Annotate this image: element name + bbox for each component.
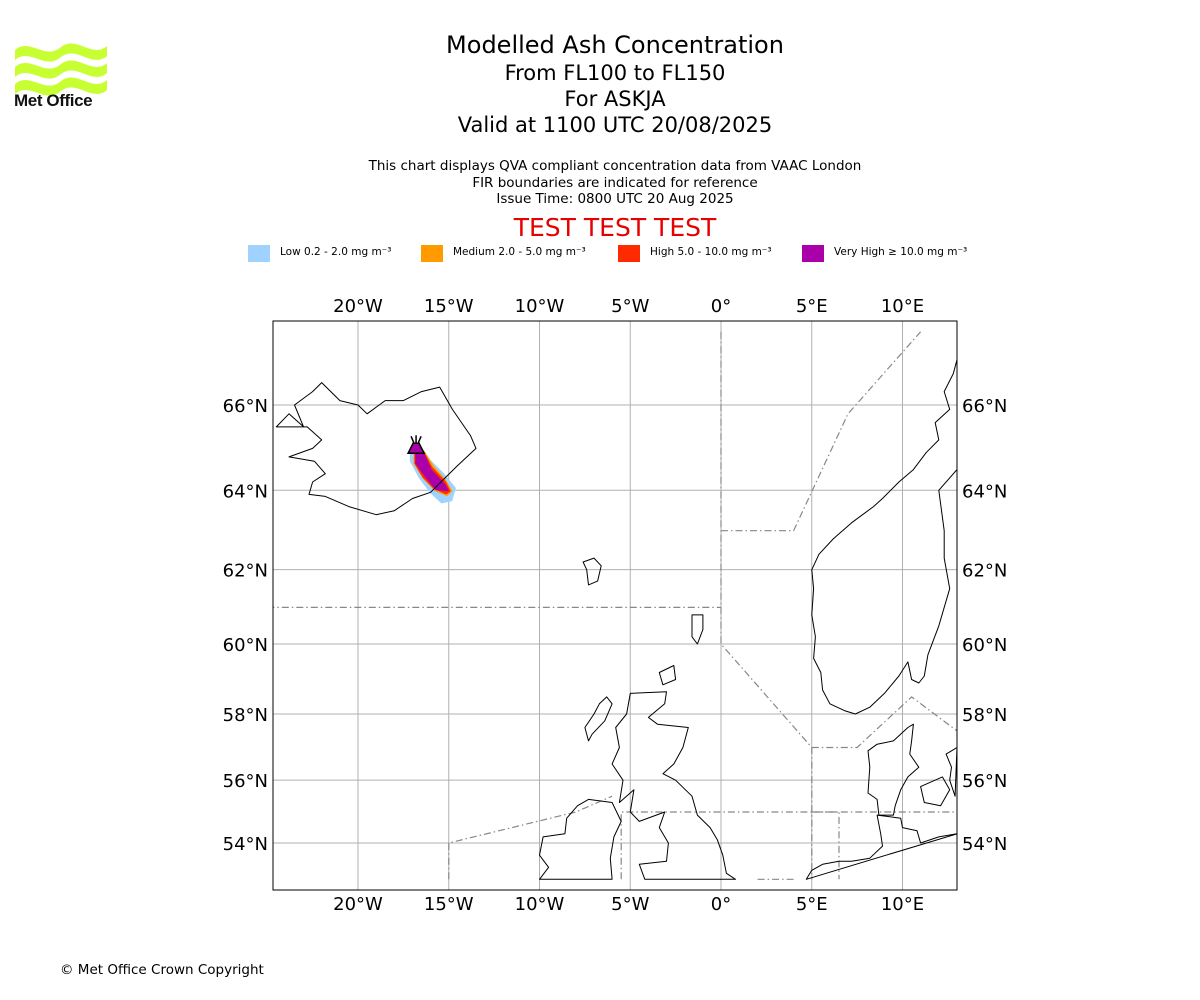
copyright: © Met Office Crown Copyright (60, 962, 264, 978)
lon-tick-label-bottom: 0° (711, 894, 731, 915)
lon-tick-label-bottom: 10°E (881, 894, 924, 915)
test-banner: TEST TEST TEST (513, 213, 717, 242)
legend-swatch-medium (421, 245, 443, 262)
graticule (273, 321, 957, 890)
lat-tick-label-right: 56°N (962, 771, 1007, 792)
coastline-shetland (691, 614, 704, 645)
coastline-lewis (584, 696, 613, 742)
fir-boundary-line (620, 811, 840, 880)
lon-tick-label-bottom: 15°W (424, 894, 474, 915)
chart-title: Modelled Ash Concentration (446, 31, 784, 59)
coastline-norway (811, 359, 957, 715)
coastline-ireland-north (539, 798, 622, 880)
lon-tick-label-bottom: 10°W (515, 894, 565, 915)
legend-label-low: Low 0.2 - 2.0 mg m⁻³ (280, 246, 392, 258)
fir-boundary-line (448, 795, 613, 880)
lon-tick-label-top: 0° (711, 296, 731, 317)
lat-tick-label-left: 56°N (223, 771, 268, 792)
volcano-plume-stroke (417, 436, 422, 444)
flight-level-range: From FL100 to FL150 (504, 61, 726, 85)
lat-tick-label-right: 54°N (962, 834, 1007, 855)
fir-note: FIR boundaries are indicated for referen… (472, 174, 758, 191)
chart-title-block: Modelled Ash Concentration From FL100 to… (315, 30, 915, 138)
volcano-plume-stroke (410, 436, 415, 444)
lon-tick-label-top: 5°W (611, 296, 649, 317)
valid-time: Valid at 1100 UTC 20/08/2025 (457, 113, 773, 137)
lon-tick-label-top: 15°W (424, 296, 474, 317)
issue-time: Issue Time: 0800 UTC 20 Aug 2025 (496, 191, 734, 207)
lon-tick-label-top: 5°E (796, 296, 828, 317)
lat-tick-label-left: 60°N (223, 635, 268, 656)
lat-tick-label-right: 60°N (962, 635, 1007, 656)
volcano-marker-icon (406, 435, 426, 455)
lat-tick-label-right: 66°N (962, 396, 1007, 417)
legend-label-medium: Medium 2.0 - 5.0 mg m⁻³ (453, 246, 586, 258)
legend-swatch-high (618, 245, 640, 262)
lat-tick-label-left: 54°N (223, 834, 268, 855)
legend-label-very-high: Very High ≥ 10.0 mg m⁻³ (834, 246, 968, 258)
lon-tick-label-top: 20°W (333, 296, 383, 317)
coastline-germany-nl (805, 814, 957, 880)
fir-boundary-line (721, 331, 922, 532)
lat-tick-label-left: 64°N (223, 481, 268, 502)
fir-boundary-line (720, 331, 813, 880)
chart-subtitle-block: This chart displays QVA compliant concen… (315, 158, 915, 208)
lat-tick-label-left: 62°N (223, 561, 268, 582)
ash-plume (409, 447, 456, 504)
coastline-zealand (920, 776, 951, 807)
coastlines (275, 359, 957, 880)
ash-plume-very-high (415, 451, 449, 492)
lat-tick-label-right: 58°N (962, 705, 1007, 726)
fir-boundaries (273, 331, 957, 880)
legend-swatch-low (248, 245, 270, 262)
map-frame (272, 320, 958, 891)
axis-tick-labels: 20°W 20°W 15°W 15°W 10°W 10°W 5°W 5°W 0° 0° 5°E 5°E… (223, 296, 1008, 915)
coastline-iceland (275, 382, 477, 516)
coastline-denmark (867, 723, 920, 816)
lat-tick-label-left: 58°N (223, 705, 268, 726)
coastline-sweden-west (945, 747, 957, 797)
qva-note: This chart displays QVA compliant concen… (368, 158, 862, 174)
legend-label-high: High 5.0 - 10.0 mg m⁻³ (650, 246, 772, 258)
lon-tick-label-bottom: 5°E (796, 894, 828, 915)
coastline-orkney (658, 665, 677, 686)
lat-tick-label-right: 64°N (962, 481, 1007, 502)
fir-boundary-line (811, 696, 957, 749)
volcano-cone (406, 442, 426, 455)
volcano-name: For ASKJA (564, 87, 666, 111)
coastline-faroes (582, 557, 602, 586)
lon-tick-label-top: 10°E (881, 296, 924, 317)
lon-tick-label-bottom: 5°W (611, 894, 649, 915)
met-office-logo-icon (15, 43, 107, 96)
legend-swatch-very-high (802, 245, 824, 262)
coastline-scotland (611, 691, 736, 880)
lat-tick-label-right: 62°N (962, 561, 1007, 582)
met-office-logo-text: Met Office (14, 91, 93, 110)
lon-tick-label-top: 10°W (515, 296, 565, 317)
lat-tick-label-left: 66°N (223, 396, 268, 417)
lon-tick-label-bottom: 20°W (333, 894, 383, 915)
